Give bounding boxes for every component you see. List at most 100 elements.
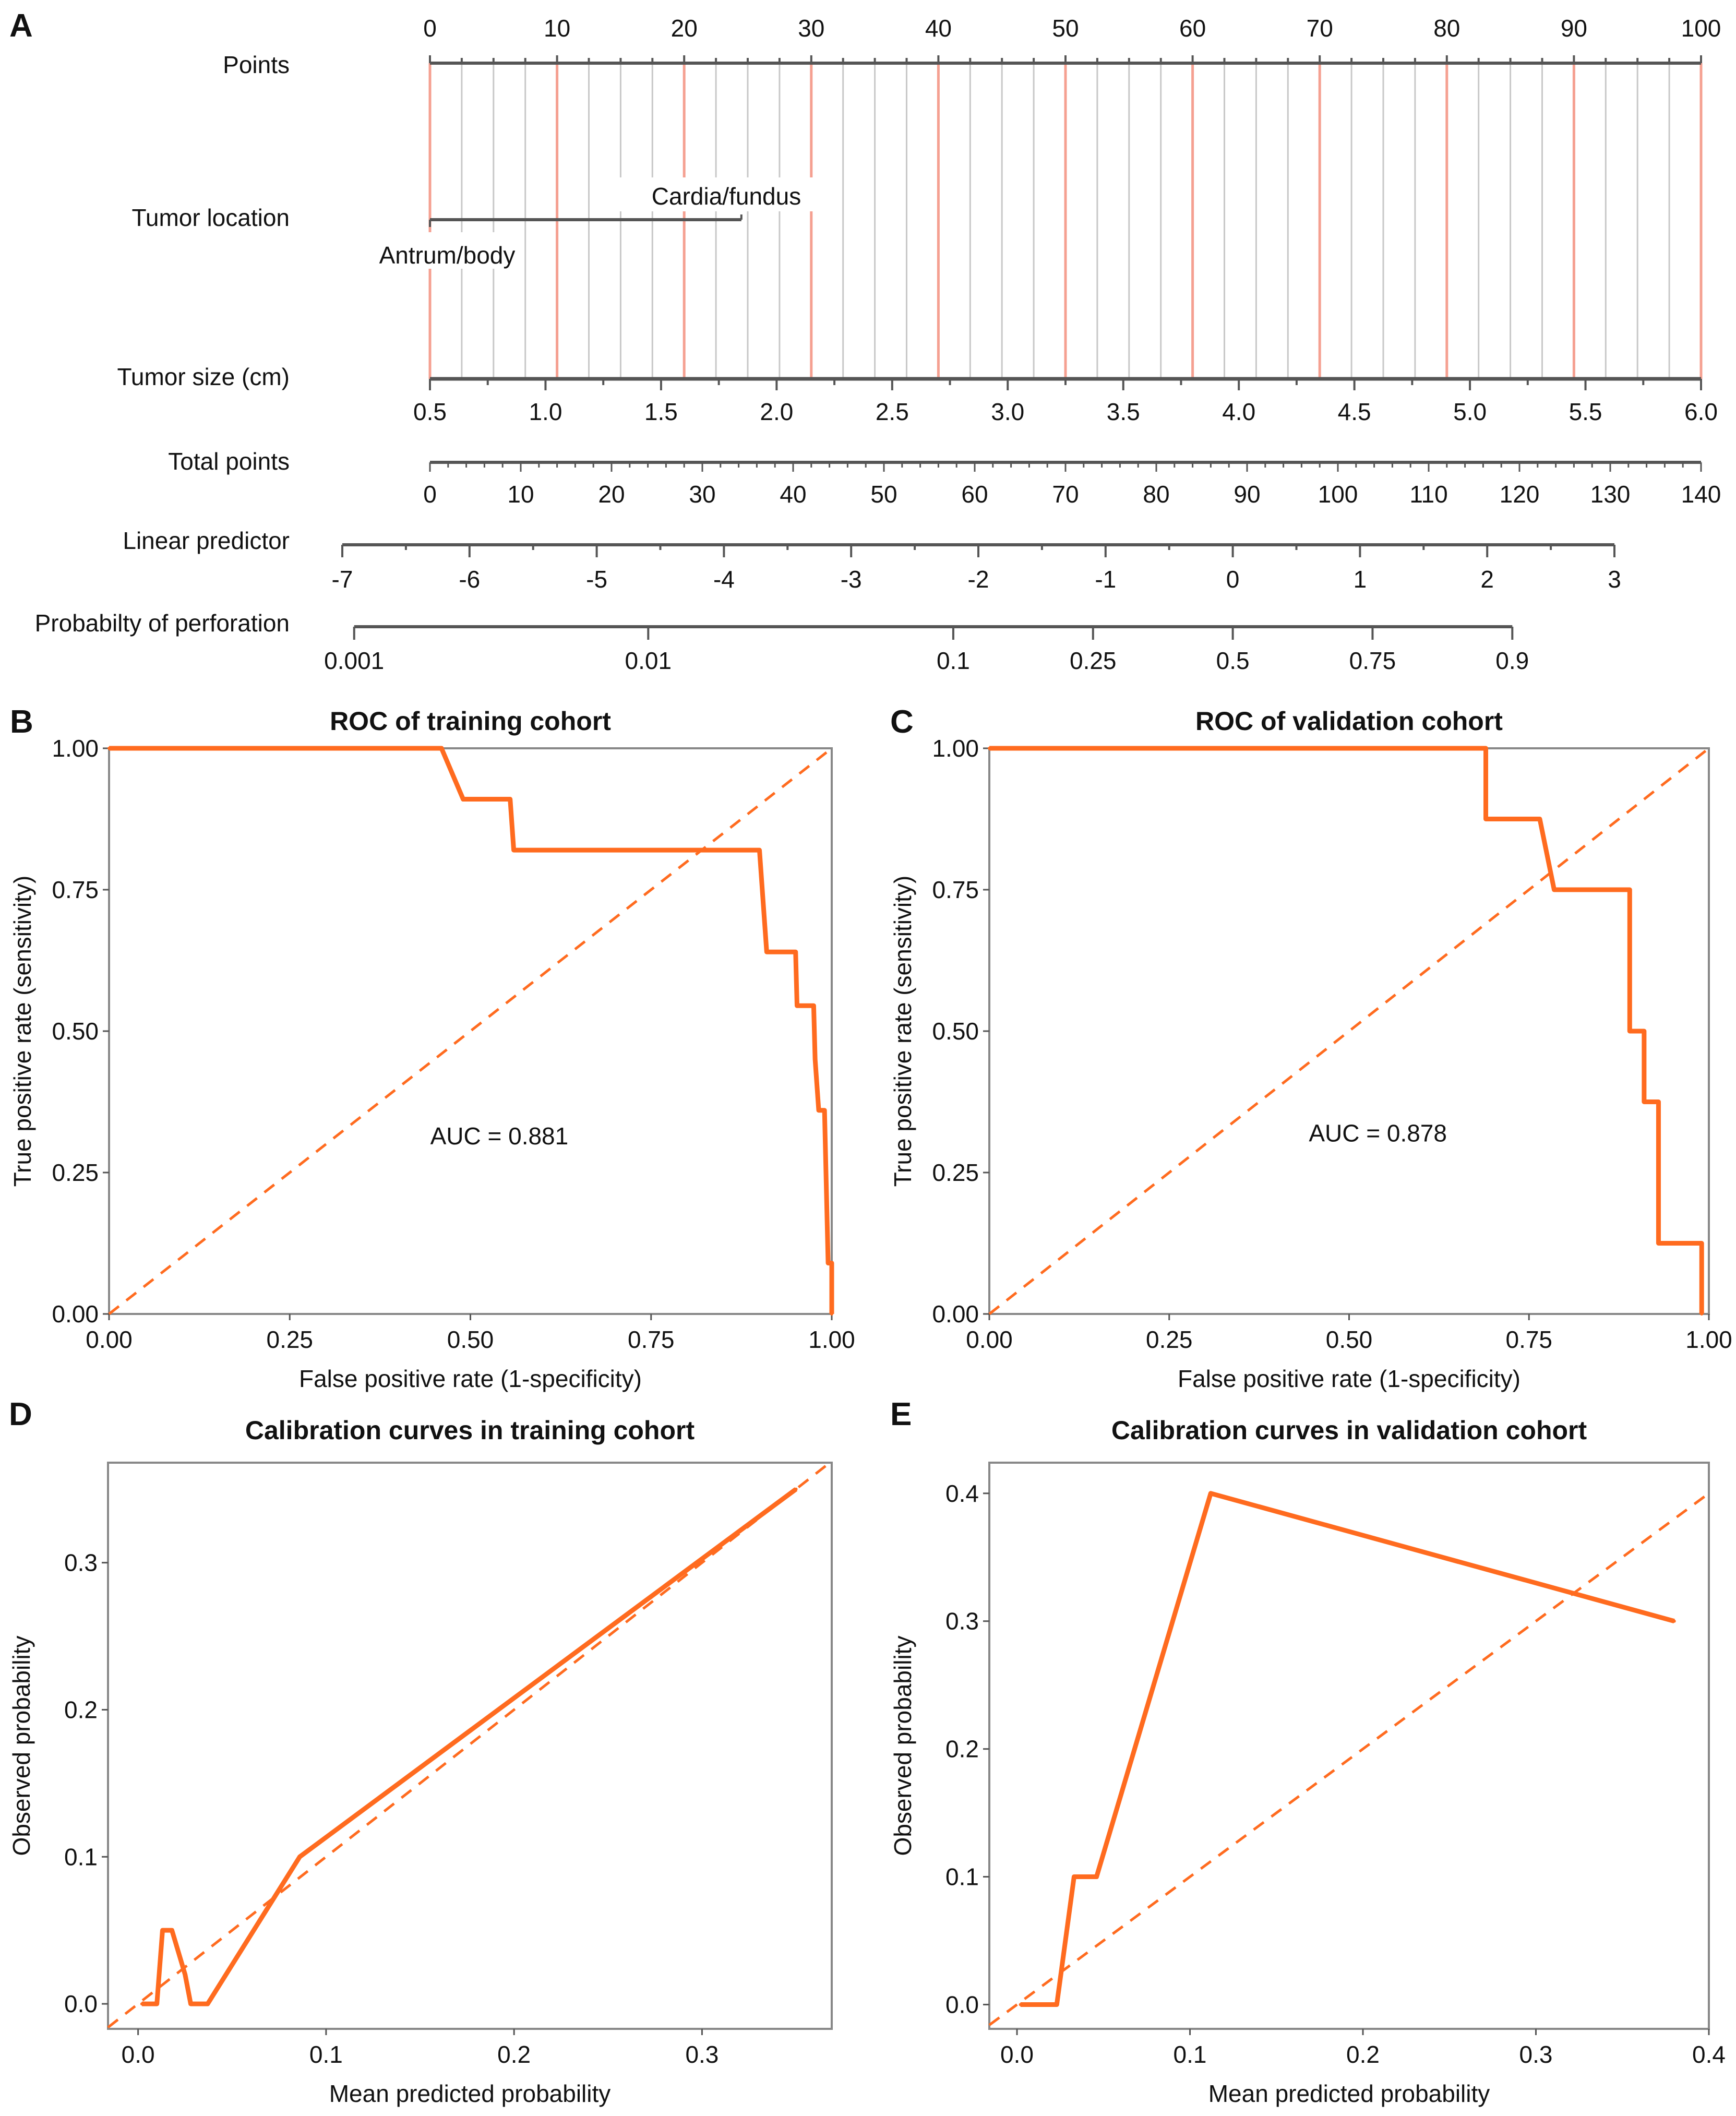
data-point [794, 1487, 798, 1491]
data-point [512, 848, 516, 852]
tumor-size-tick-label: 5.5 [1569, 398, 1602, 425]
data-point [1095, 1875, 1098, 1879]
data-point [1642, 1030, 1646, 1033]
chart-title-b: ROC of training cohort [330, 707, 611, 736]
data-point [148, 2002, 151, 2006]
data-point [765, 950, 769, 954]
level-label-cardia-fundus: Cardia/fundus [652, 183, 801, 210]
x-tick-label: 1.00 [808, 1326, 855, 1353]
level-label-antrum-body: Antrum/body [379, 242, 516, 269]
linear-predictor-tick-label: -1 [1095, 566, 1116, 593]
points-tick-label: 90 [1561, 15, 1587, 42]
data-point [1672, 1619, 1676, 1623]
data-point [827, 1261, 830, 1265]
x-tick-label: 0.3 [685, 2041, 719, 2068]
chart-title-e: Calibration curves in validation cohort [1111, 1416, 1587, 1445]
tumor-size-tick-label: 6.0 [1684, 398, 1718, 425]
data-point [1484, 817, 1488, 821]
linear-predictor-tick-label: -2 [968, 566, 989, 593]
tumor-size-tick-label: 3.0 [991, 398, 1024, 425]
x-tick-label: 0.50 [1326, 1326, 1373, 1353]
linear-predictor-tick-label: -5 [586, 566, 607, 593]
data-point [758, 848, 761, 852]
tumor-size-tick-label: 4.5 [1338, 398, 1371, 425]
points-tick-label: 20 [671, 15, 698, 42]
x-tick-label: 0.0 [1000, 2041, 1034, 2068]
total-points-tick-label: 130 [1590, 481, 1631, 508]
chart-title-d: Calibration curves in training cohort [245, 1416, 695, 1445]
total-points-tick-label: 50 [870, 481, 897, 508]
data-point [1209, 1491, 1213, 1495]
data-point [794, 950, 797, 954]
panel-label-b: B [10, 704, 33, 740]
points-tick-label: 60 [1179, 15, 1206, 42]
plot-frame-d [107, 1462, 833, 2030]
panel-label-c: C [890, 704, 914, 740]
total-points-tick-label: 30 [689, 481, 715, 508]
plot-frame-e [988, 1462, 1710, 2030]
data-point [795, 1004, 799, 1008]
probability-tick-label: 0.5 [1216, 647, 1250, 674]
points-tick-label: 30 [798, 15, 824, 42]
y-tick-label: 0.1 [64, 1843, 98, 1870]
y-tick-label: 0.2 [64, 1696, 98, 1723]
data-point [461, 797, 465, 801]
y-tick-label: 0.25 [52, 1159, 99, 1186]
x-tick-label: 0.1 [309, 2041, 343, 2068]
y-tick-label: 0.0 [945, 1991, 979, 2018]
data-point [161, 1929, 164, 1932]
row-label-points: Points [223, 51, 290, 78]
y-tick-label: 0.00 [52, 1300, 99, 1328]
total-points-tick-label: 100 [1318, 481, 1358, 508]
total-points-tick-label: 70 [1052, 481, 1079, 508]
data-point [817, 1108, 821, 1112]
panel-label-e: E [890, 1396, 912, 1432]
panel-label-a: A [9, 8, 33, 44]
data-point [170, 1929, 174, 1932]
data-point [761, 899, 765, 903]
data-point [812, 1004, 816, 1008]
x-tick-label: 0.0 [122, 2041, 155, 2068]
tumor-size-tick-label: 3.5 [1107, 398, 1140, 425]
total-points-tick-label: 10 [507, 481, 534, 508]
y-axis-label-b: True positive rate (sensitivity) [9, 876, 36, 1187]
x-tick-label: 0.00 [966, 1326, 1013, 1353]
x-tick-label: 0.3 [1519, 2041, 1553, 2068]
data-point [298, 1855, 302, 1859]
y-tick-label: 0.2 [945, 1736, 979, 1763]
x-axis-label-d: Mean predicted probability [329, 2080, 611, 2107]
y-tick-label: 1.00 [932, 735, 979, 762]
data-point [1628, 1030, 1632, 1033]
x-tick-label: 0.2 [1346, 2041, 1380, 2068]
data-point [189, 2002, 193, 2006]
linear-predictor-tick-label: 0 [1226, 566, 1240, 593]
series-line-d [141, 1487, 798, 2006]
total-points-tick-label: 60 [961, 481, 988, 508]
data-point [1072, 1875, 1076, 1879]
panel-label-d: D [9, 1396, 32, 1432]
x-tick-label: 0.2 [497, 2041, 531, 2068]
total-points-tick-label: 40 [780, 481, 806, 508]
points-tick-label: 100 [1681, 15, 1721, 42]
x-axis-label-e: Mean predicted probability [1208, 2080, 1490, 2107]
tumor-size-tick-label: 1.5 [644, 398, 678, 425]
points-tick-label: 70 [1307, 15, 1333, 42]
y-tick-label: 0.50 [932, 1018, 979, 1045]
data-point [206, 2002, 209, 2006]
x-tick-label: 0.75 [1505, 1326, 1552, 1353]
label-bg [616, 177, 814, 211]
x-tick-label: 0.75 [628, 1326, 675, 1353]
probability-tick-label: 0.9 [1495, 647, 1529, 674]
probability-tick-label: 0.1 [937, 647, 970, 674]
points-tick-label: 10 [544, 15, 570, 42]
data-point [1055, 2003, 1059, 2006]
total-points-tick-label: 90 [1234, 481, 1260, 508]
total-points-tick-label: 110 [1409, 481, 1447, 508]
reference-diagonal [108, 747, 833, 1315]
probability-tick-label: 0.01 [625, 647, 672, 674]
row-label-tumor-size: Tumor size (cm) [117, 363, 290, 390]
x-tick-label: 0.25 [266, 1326, 313, 1353]
auc-annotation-c: AUC = 0.878 [1309, 1119, 1447, 1146]
linear-predictor-tick-label: -7 [332, 566, 353, 593]
